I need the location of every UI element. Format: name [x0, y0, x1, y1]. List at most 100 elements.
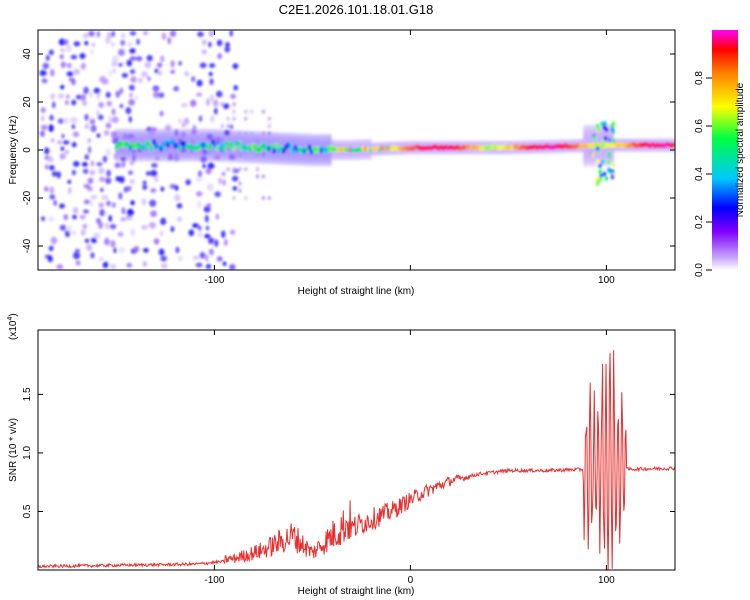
heatmap-noise-cell [229, 30, 233, 37]
heatmap-noise-cell [106, 101, 112, 107]
heatmap-noise-cell [97, 114, 104, 120]
heatmap-noise-cell [195, 177, 203, 182]
heatmap-noise-cell [90, 200, 94, 207]
heatmap-disturbance-cell [598, 169, 602, 174]
heatmap-noise-cell [197, 225, 202, 231]
heatmap-noise-cell [169, 184, 177, 189]
heatmap-noise-cell [129, 31, 137, 36]
heatmap-ridge-cell [230, 142, 234, 148]
heatmap-disturbance-cell [612, 138, 616, 144]
heatmap-noise-cell [101, 78, 109, 85]
heatmap-disturbance-cell [607, 167, 611, 173]
heatmap-ridge-cell [255, 147, 260, 154]
heatmap-noise-cell [99, 187, 104, 192]
heatmap-ridge-cell [585, 143, 589, 149]
heatmap-noise-cell [128, 116, 132, 123]
heatmap-noise-cell [111, 30, 115, 38]
spectrogram-y-tick-label: -40 [22, 238, 33, 253]
heatmap-noise-cell [115, 90, 120, 98]
heatmap-ridge-halo [206, 128, 210, 162]
heatmap-ridge-cell [335, 147, 340, 153]
heatmap-noise-cell [105, 122, 112, 129]
heatmap-noise-cell [106, 200, 111, 207]
heatmap-ridge-halo [164, 128, 168, 162]
heatmap-noise-cell [49, 186, 55, 194]
heatmap-noise-cell [120, 39, 126, 46]
heatmap-ridge-cell [140, 144, 144, 151]
heatmap-noise-cell [160, 262, 168, 270]
heatmap-noise-cell [129, 47, 136, 54]
heatmap-noise-cell [153, 90, 159, 99]
heatmap-noise-cell [250, 109, 254, 114]
heatmap-noise-cell [220, 124, 224, 128]
heatmap-noise-cell [108, 70, 112, 78]
heatmap-ridge-cell [227, 142, 231, 148]
heatmap-ridge-cell [300, 148, 304, 154]
heatmap-ridge-cell [121, 141, 126, 148]
heatmap-noise-cell [209, 63, 216, 68]
heatmap-noise-cell [157, 70, 163, 76]
heatmap-disturbance-cell [603, 121, 607, 127]
heatmap-noise-cell [156, 62, 163, 68]
heatmap-disturbance-cell [603, 136, 607, 141]
heatmap-noise-cell [153, 238, 160, 245]
colorbar-gradient [712, 30, 738, 270]
heatmap-noise-cell [105, 177, 112, 185]
heatmap-noise-cell [118, 176, 125, 184]
heatmap-noise-cell [71, 99, 77, 106]
heatmap-noise-cell [204, 214, 209, 223]
heatmap-noise-cell [128, 84, 135, 91]
heatmap-noise-cell [80, 229, 86, 236]
heatmap-noise-cell [96, 92, 101, 100]
heatmap-noise-cell [118, 62, 123, 67]
heatmap-ridge-cell [559, 144, 563, 149]
heatmap-noise-cell [175, 246, 180, 254]
heatmap-noise-cell [65, 100, 69, 106]
heatmap-noise-cell [102, 261, 109, 269]
heatmap-noise-cell [148, 221, 156, 229]
heatmap-ridge-cell [173, 142, 177, 149]
heatmap-ridge-halo [234, 129, 238, 164]
heatmap-noise-cell [56, 171, 61, 179]
heatmap-noise-cell [42, 62, 49, 70]
heatmap-noise-cell [244, 167, 248, 172]
heatmap-noise-cell [267, 124, 271, 128]
heatmap-noise-cell [160, 55, 165, 63]
heatmap-disturbance-cell [605, 176, 609, 181]
heatmap-noise-cell [95, 217, 101, 224]
spectrogram-y-tick-label: 20 [22, 96, 33, 108]
heatmap-noise-cell [195, 262, 203, 268]
heatmap-disturbance-cell [612, 121, 616, 127]
heatmap-noise-cell [50, 138, 55, 143]
heatmap-noise-cell [229, 229, 236, 235]
heatmap-ridge-cell [286, 142, 290, 149]
heatmap-noise-cell [205, 254, 209, 262]
heatmap-ridge-cell [556, 144, 561, 149]
heatmap-ridge-cell [613, 142, 617, 147]
heatmap-noise-cell [45, 54, 50, 61]
heatmap-noise-cell [222, 103, 230, 110]
heatmap-disturbance-cell [596, 159, 600, 165]
heatmap-noise-cell [170, 226, 175, 233]
colorbar-tick-label: 0.8 [694, 71, 705, 85]
heatmap-ridge-cell [651, 142, 655, 147]
colorbar-label: Normalized spectral amplitude [735, 82, 746, 217]
heatmap-noise-cell [160, 255, 168, 262]
heatmap-ridge-cell [251, 144, 255, 150]
heatmap-noise-cell [73, 207, 79, 214]
heatmap-noise-cell [217, 53, 222, 60]
heatmap-noise-cell [244, 196, 248, 200]
heatmap-noise-cell [83, 86, 89, 95]
heatmap-noise-cell [70, 117, 78, 124]
heatmap-noise-cell [176, 216, 183, 222]
heatmap-noise-cell [192, 223, 199, 228]
heatmap-ridge-cell [284, 144, 288, 151]
heatmap-ridge-cell [620, 143, 624, 148]
heatmap-ridge-cell [554, 144, 558, 149]
heatmap-ridge-cell [312, 147, 316, 153]
heatmap-noise-cell [125, 107, 132, 115]
heatmap-noise-cell [126, 208, 134, 217]
heatmap-noise-cell [244, 116, 248, 121]
heatmap-noise-cell [149, 199, 157, 207]
heatmap-noise-cell [142, 247, 149, 253]
